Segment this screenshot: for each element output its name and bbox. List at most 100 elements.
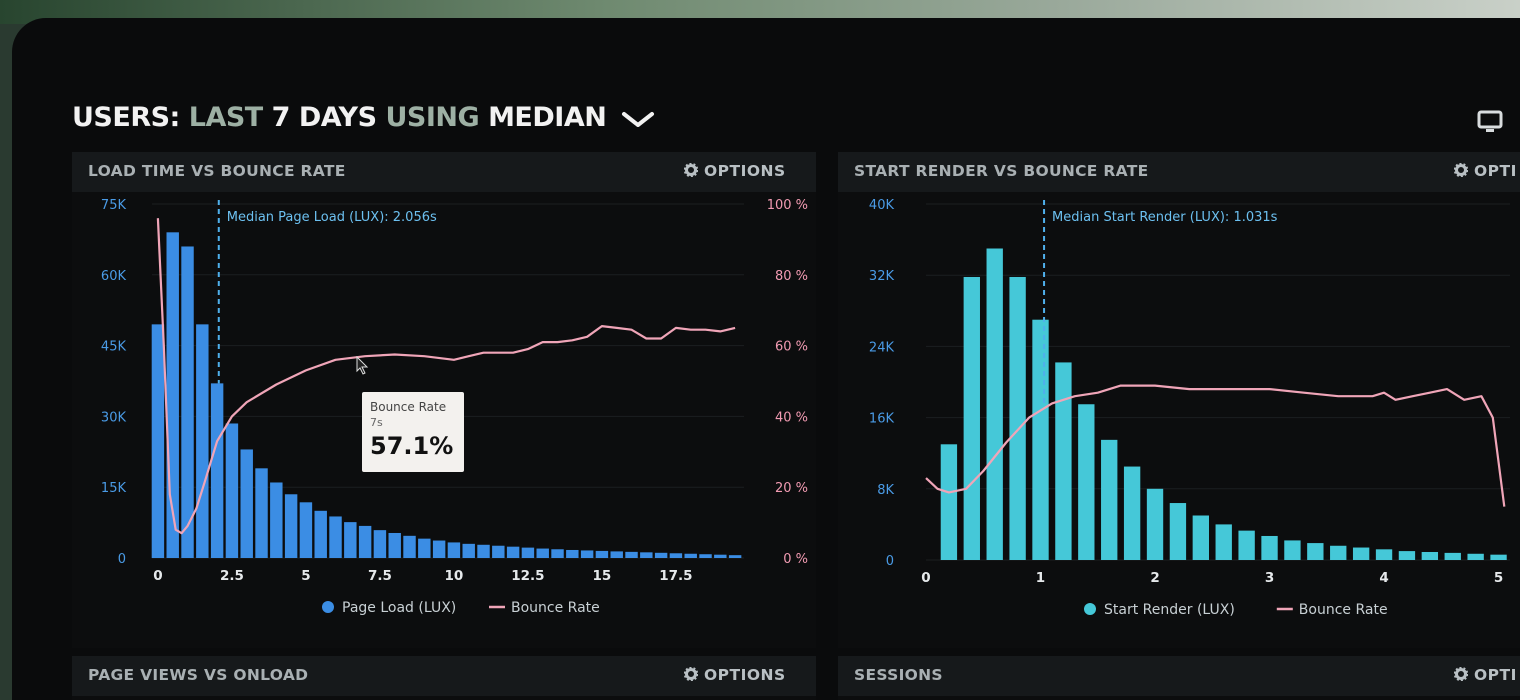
y-tick-label: 8K xyxy=(877,483,894,498)
panel-title: LOAD TIME VS BOUNCE RATE xyxy=(88,162,346,180)
gear-icon xyxy=(1453,162,1469,178)
data-bar xyxy=(654,552,668,558)
data-bar xyxy=(447,542,461,558)
title-using: USING xyxy=(385,102,480,133)
data-bar xyxy=(1284,540,1301,560)
gear-icon xyxy=(1453,666,1469,682)
title-metric[interactable]: MEDIAN xyxy=(488,102,607,133)
y2-tick-label: 80 % xyxy=(775,269,808,284)
data-bar xyxy=(1421,551,1439,560)
data-bar xyxy=(728,555,742,558)
monitor-icon[interactable] xyxy=(1477,110,1505,134)
legend-label: Bounce Rate xyxy=(511,600,600,616)
data-bar xyxy=(1146,488,1164,560)
median-annotation: Median Page Load (LUX): 2.056s xyxy=(227,210,437,225)
data-bar xyxy=(1261,535,1278,560)
x-tick-label: 10 xyxy=(445,568,464,584)
panel-title: SESSIONS xyxy=(854,666,943,684)
data-bar xyxy=(536,548,549,558)
data-bar xyxy=(255,468,268,558)
data-bar xyxy=(669,553,683,558)
data-bar xyxy=(986,248,1003,560)
data-bar xyxy=(1490,554,1507,560)
x-tick-label: 5 xyxy=(1494,570,1503,586)
data-bar xyxy=(403,535,416,558)
x-tick-label: 0 xyxy=(153,568,162,584)
y-tick-label: 30K xyxy=(101,410,127,425)
data-bar xyxy=(388,532,401,558)
data-bar xyxy=(684,553,697,558)
median-annotation: Median Start Render (LUX): 1.031s xyxy=(1052,210,1278,225)
legend-dot xyxy=(322,601,334,613)
options-button[interactable]: OPTIONS xyxy=(683,666,786,684)
data-bar xyxy=(299,502,313,558)
panel-page-views: PAGE VIEWS VS ONLOAD OPTIONS xyxy=(72,656,816,700)
title-last: LAST xyxy=(188,102,263,133)
x-tick-label: 12.5 xyxy=(511,568,544,584)
load-time-chart: 0 15K 30K 45K 60K 75K 0 % 20 % 40 % 60 % 80 % 100 %… xyxy=(101,198,808,616)
title-range[interactable]: 7 DAYS xyxy=(271,102,377,133)
data-bar xyxy=(1055,362,1072,560)
y-tick-label: 32K xyxy=(869,269,895,284)
data-bar xyxy=(963,276,980,560)
y-tick-label: 60K xyxy=(101,269,127,284)
panel-header: SESSIONS OPTI xyxy=(838,656,1520,696)
data-bar xyxy=(1078,404,1095,560)
panel-header: LOAD TIME VS BOUNCE RATE OPTIONS xyxy=(72,152,816,192)
data-bar xyxy=(521,547,535,558)
data-bar xyxy=(1169,503,1187,560)
y2-tick-label: 40 % xyxy=(775,410,808,425)
panel-title: PAGE VIEWS VS ONLOAD xyxy=(88,666,309,684)
data-bar xyxy=(714,554,727,558)
y2-tick-label: 0 % xyxy=(783,552,808,567)
data-bar xyxy=(418,538,431,558)
data-bar xyxy=(432,540,446,558)
y2-tick-label: 20 % xyxy=(775,481,808,496)
data-bar xyxy=(1467,553,1484,560)
bounce-rate-line xyxy=(925,384,1506,507)
x-tick-label: 0 xyxy=(921,570,930,586)
panel-sessions: SESSIONS OPTI xyxy=(838,656,1520,700)
data-bar xyxy=(1307,543,1324,560)
options-label: OPTIONS xyxy=(704,162,786,180)
panel-load-time: LOAD TIME VS BOUNCE RATE OPTIONS 0 15K 30K… xyxy=(72,152,816,648)
data-bar xyxy=(1192,515,1209,560)
data-bar xyxy=(699,554,712,558)
legend-dot xyxy=(1084,603,1096,615)
x-tick-label: 17.5 xyxy=(659,568,692,584)
page-title[interactable]: USERS: LAST 7 DAYS USING MEDIAN xyxy=(72,102,655,150)
data-bar xyxy=(270,482,283,558)
y-tick-label: 15K xyxy=(101,481,127,496)
data-bar xyxy=(1330,545,1347,560)
y-tick-label: 16K xyxy=(869,412,895,427)
data-bar xyxy=(610,551,623,558)
start-render-chart: 0 8K 16K 24K 32K 40K 0 1 2 3 4 5 Median Start Render… xyxy=(869,198,1510,618)
screen: USERS: LAST 7 DAYS USING MEDIAN LOAD TIM… xyxy=(12,18,1520,700)
tooltip-label: Bounce Rate xyxy=(370,400,447,414)
chart-tooltip: Bounce Rate 7s 57.1% xyxy=(362,392,464,472)
data-bar xyxy=(1375,549,1393,560)
data-bar xyxy=(940,444,958,560)
data-bar xyxy=(358,525,372,558)
options-button[interactable]: OPTI xyxy=(1453,666,1517,684)
options-button[interactable]: OPTI xyxy=(1453,162,1517,180)
y-tick-label: 45K xyxy=(101,340,127,355)
data-bar xyxy=(210,383,224,558)
data-bar xyxy=(151,324,165,558)
chevron-down-icon[interactable] xyxy=(621,109,655,129)
data-bar xyxy=(492,545,505,558)
cursor-icon xyxy=(356,356,369,375)
data-bar xyxy=(1215,524,1232,560)
data-bar xyxy=(329,516,342,558)
options-button[interactable]: OPTIONS xyxy=(683,162,786,180)
data-bar xyxy=(625,551,638,558)
x-tick-label: 7.5 xyxy=(368,568,392,584)
data-bar xyxy=(1398,551,1416,560)
data-bar xyxy=(1032,319,1049,560)
data-bar xyxy=(1444,552,1461,560)
y-tick-label: 0 xyxy=(886,554,894,569)
data-bar xyxy=(462,543,475,558)
y2-tick-label: 100 % xyxy=(767,198,808,213)
y-tick-label: 40K xyxy=(869,198,895,213)
title-users: USERS: xyxy=(72,102,180,133)
